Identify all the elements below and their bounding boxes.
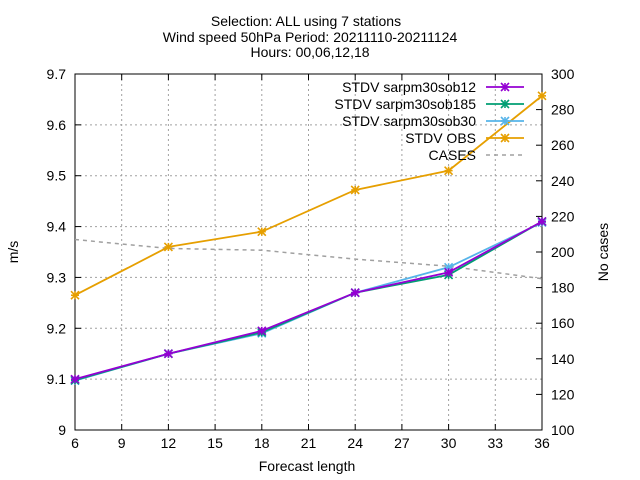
title-line-1: Selection: ALL using 7 stations bbox=[211, 13, 401, 29]
series-line bbox=[74, 221, 543, 382]
y2-tick-label: 200 bbox=[551, 244, 575, 260]
grid bbox=[75, 74, 542, 430]
x-tick-label: 36 bbox=[534, 435, 550, 451]
plot-border bbox=[74, 73, 543, 431]
y-tick-label: 9.7 bbox=[47, 66, 67, 82]
y2-axis-label: No cases bbox=[595, 223, 611, 281]
y2-tick-label: 140 bbox=[551, 351, 575, 367]
axes bbox=[74, 73, 543, 431]
legend-label: STDV sarpm30sob12 bbox=[342, 79, 476, 95]
x-tick-label: 15 bbox=[207, 435, 223, 451]
series-stdv-sar-m30-ob12 bbox=[70, 216, 547, 384]
series-line bbox=[74, 238, 543, 280]
title-line-3: Hours: 00,06,12,18 bbox=[250, 44, 369, 60]
y-tick-label: 9.5 bbox=[47, 168, 67, 184]
series-line bbox=[74, 220, 543, 381]
y2-tick-label: 220 bbox=[551, 208, 575, 224]
y2-tick-label: 180 bbox=[551, 280, 575, 296]
x-tick-label: 24 bbox=[347, 435, 363, 451]
x-tick-label: 33 bbox=[488, 435, 504, 451]
series-line bbox=[74, 95, 543, 297]
legend-label: CASES bbox=[429, 147, 476, 163]
y2-tick-label: 260 bbox=[551, 137, 575, 153]
y2-tick-label: 100 bbox=[551, 422, 575, 438]
series-cases bbox=[74, 238, 543, 280]
y-tick-label: 9.2 bbox=[47, 320, 67, 336]
y-tick-label: 9 bbox=[58, 422, 66, 438]
legend-label: STDV sarpm30sob30 bbox=[342, 113, 476, 129]
x-axis-label: Forecast length bbox=[259, 458, 356, 474]
x-tick-label: 12 bbox=[161, 435, 177, 451]
x-tick-label: 6 bbox=[71, 435, 79, 451]
y-tick-label: 9.1 bbox=[47, 371, 67, 387]
y-tick-label: 9.4 bbox=[47, 219, 67, 235]
y2-tick-label: 300 bbox=[551, 66, 575, 82]
x-tick-label: 18 bbox=[254, 435, 270, 451]
x-tick-label: 9 bbox=[118, 435, 126, 451]
tick-labels: 6 9 12 15 18 21 24 27 30 33 3699.19.29.39.49.59.69… bbox=[47, 66, 575, 451]
x-tick-label: 21 bbox=[301, 435, 317, 451]
y2-tick-label: 160 bbox=[551, 315, 575, 331]
y-tick-label: 9.6 bbox=[47, 117, 67, 133]
y-axis-label: m/s bbox=[5, 241, 21, 264]
series-layer bbox=[70, 91, 547, 386]
title-line-2: Wind speed 50hPa Period: 20211110-202111… bbox=[163, 29, 458, 45]
legend-label: STDV OBS bbox=[405, 130, 476, 146]
x-tick-label: 27 bbox=[394, 435, 410, 451]
chart-title: Selection: ALL using 7 stations Wind spe… bbox=[163, 13, 458, 60]
x-tick-label: 30 bbox=[441, 435, 457, 451]
legend-label: STDV sarpm30sob185 bbox=[334, 96, 476, 112]
y2-tick-label: 120 bbox=[551, 386, 575, 402]
y-tick-label: 9.3 bbox=[47, 269, 67, 285]
y2-tick-label: 280 bbox=[551, 102, 575, 118]
y2-tick-label: 240 bbox=[551, 173, 575, 189]
series-stdv-obs bbox=[70, 91, 547, 300]
